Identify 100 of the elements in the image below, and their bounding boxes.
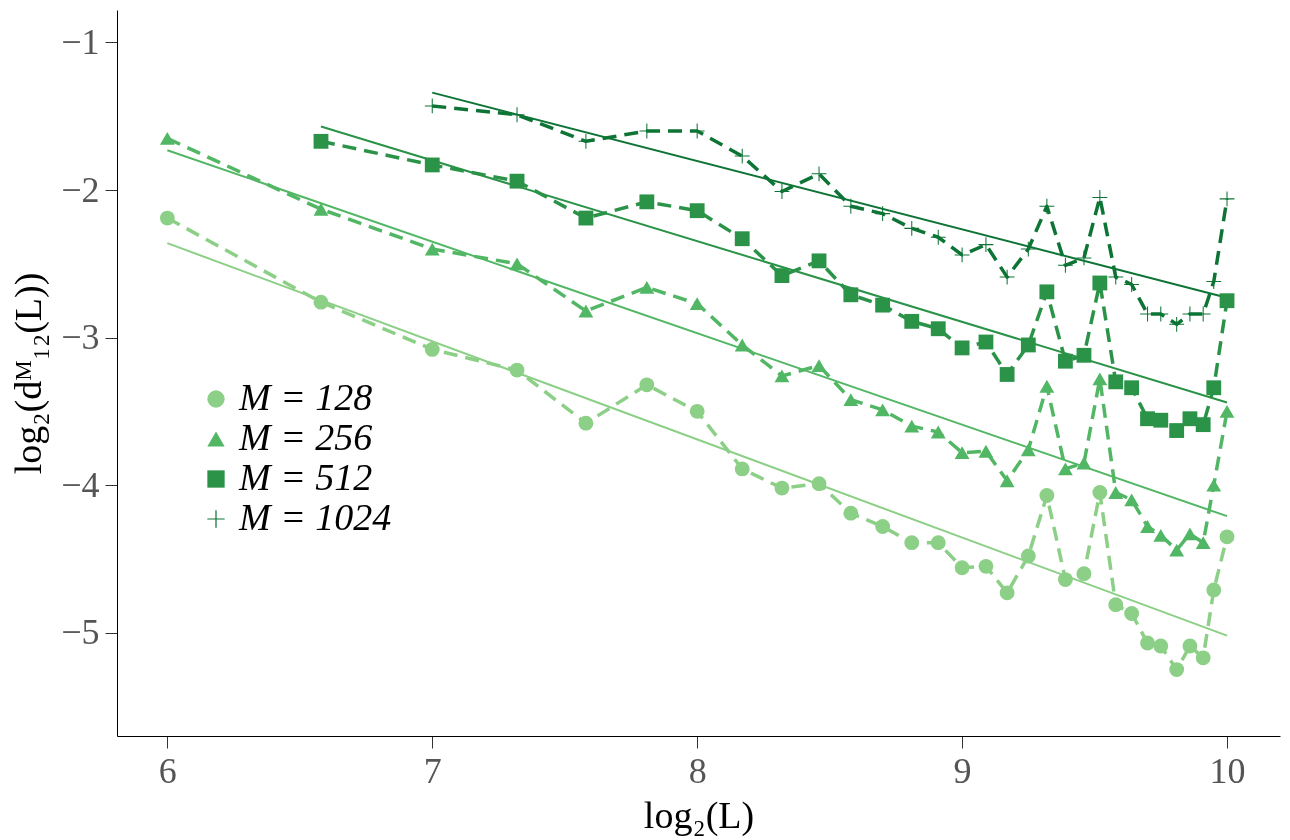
- point: [1124, 606, 1140, 621]
- point: [1058, 353, 1073, 369]
- point: [159, 210, 175, 226]
- point: [1140, 635, 1155, 651]
- point: [578, 133, 594, 149]
- point: [978, 444, 994, 458]
- point: [930, 535, 946, 551]
- point: [1206, 380, 1222, 396]
- point: [1108, 269, 1124, 285]
- point: [1020, 241, 1036, 257]
- point: [509, 107, 525, 123]
- point: [1169, 662, 1185, 677]
- y-tick-label: −1: [61, 21, 100, 62]
- point: [930, 425, 946, 439]
- point: [1195, 536, 1211, 550]
- x-tick-label: 7: [423, 750, 442, 791]
- point: [811, 253, 827, 269]
- point: [1092, 275, 1108, 291]
- point: [774, 369, 790, 383]
- point: [689, 297, 705, 311]
- point: [1092, 372, 1108, 386]
- point: [904, 220, 920, 236]
- x-tick-label: 8: [688, 750, 707, 791]
- point: [1195, 417, 1211, 433]
- point: [1219, 404, 1235, 418]
- point: [1076, 250, 1092, 266]
- point: [1020, 548, 1036, 564]
- point: [1182, 638, 1198, 654]
- point: [313, 294, 329, 310]
- x-axis-title: log₂(L): [643, 793, 755, 837]
- point: [978, 558, 994, 574]
- point: [904, 419, 920, 433]
- point: [904, 313, 920, 329]
- point: [930, 229, 946, 245]
- point: [954, 560, 970, 576]
- point: [843, 198, 859, 214]
- point: [734, 231, 750, 247]
- point: [1039, 198, 1055, 214]
- legend-label: M = 1024: [238, 496, 392, 538]
- point: [1108, 597, 1124, 613]
- x-tick-label: 6: [158, 750, 177, 791]
- y-tick-label: −4: [61, 464, 100, 505]
- point: [1169, 316, 1185, 332]
- point: [1206, 582, 1222, 598]
- point: [1195, 650, 1211, 666]
- point: [1206, 274, 1222, 289]
- point: [1153, 412, 1169, 428]
- point: [1076, 566, 1092, 582]
- point: [811, 359, 827, 373]
- point: [578, 415, 594, 431]
- point: [774, 480, 790, 496]
- point: [159, 131, 175, 145]
- point: [1076, 347, 1092, 363]
- point: [639, 280, 655, 294]
- point: [811, 476, 827, 492]
- legend-label: M = 128: [238, 376, 373, 418]
- point: [578, 304, 594, 318]
- point: [689, 403, 705, 419]
- point: [1020, 337, 1036, 353]
- point: [509, 362, 525, 378]
- point: [689, 123, 705, 139]
- legend-label: M = 256: [238, 416, 373, 458]
- point: [954, 340, 970, 356]
- point: [843, 393, 859, 406]
- point: [1039, 488, 1055, 503]
- point: [1058, 572, 1073, 587]
- point: [954, 247, 970, 263]
- point: [875, 403, 891, 417]
- point: [1058, 462, 1073, 476]
- point: [954, 446, 970, 460]
- point: [843, 505, 859, 521]
- legend-label: M = 512: [238, 456, 373, 498]
- point: [1140, 520, 1155, 533]
- point: [1219, 191, 1235, 207]
- point: [1108, 486, 1124, 499]
- point: [1153, 638, 1169, 654]
- point: [1108, 374, 1124, 390]
- point: [774, 184, 790, 199]
- point: [999, 585, 1015, 601]
- point: [999, 269, 1015, 285]
- y-tick-label: −2: [61, 169, 100, 210]
- point: [1219, 529, 1235, 545]
- point: [509, 173, 525, 189]
- point: [734, 461, 750, 477]
- point: [999, 474, 1015, 488]
- x-tick-label: 9: [953, 750, 972, 791]
- point: [1020, 443, 1036, 457]
- point: [875, 519, 891, 534]
- x-tick-label: 10: [1209, 750, 1246, 791]
- point: [1124, 277, 1140, 292]
- point: [1169, 543, 1185, 557]
- point: [1169, 423, 1185, 438]
- point: [811, 166, 827, 182]
- point: [1182, 527, 1198, 541]
- point: [978, 237, 994, 253]
- point: [875, 206, 891, 222]
- point: [843, 287, 859, 303]
- point: [313, 202, 329, 216]
- point: [639, 194, 655, 210]
- point: [1153, 528, 1169, 542]
